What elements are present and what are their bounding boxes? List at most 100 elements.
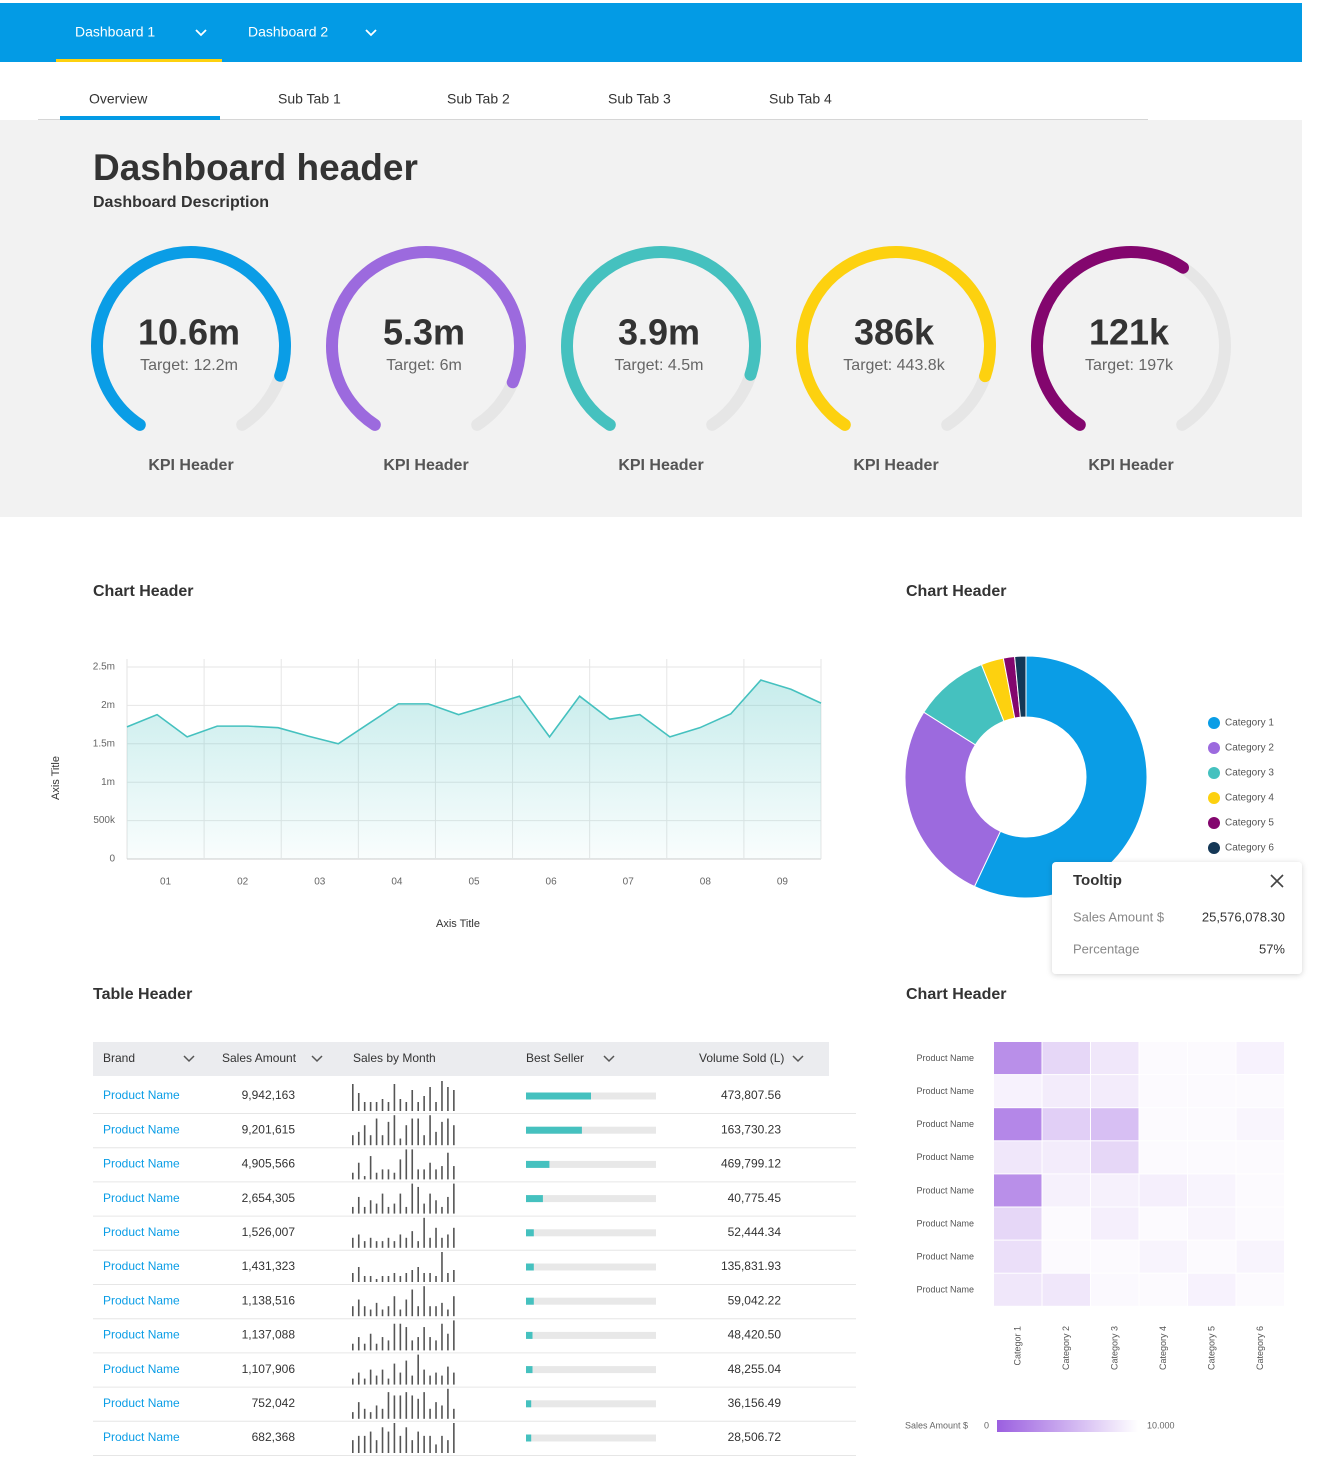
- active-tab-indicator: [56, 59, 222, 62]
- heatmap-cell[interactable]: [994, 1141, 1042, 1174]
- heatmap-cell[interactable]: [1042, 1174, 1091, 1207]
- heatmap-cell[interactable]: [1042, 1042, 1091, 1075]
- sparkline-bar: [363, 1408, 366, 1419]
- heatmap-cell[interactable]: [994, 1075, 1042, 1108]
- heatmap-cell[interactable]: [1139, 1273, 1188, 1306]
- heatmap-cell[interactable]: [994, 1273, 1042, 1306]
- sparkline-bar: [357, 1402, 360, 1419]
- brand-link[interactable]: Product Name: [103, 1328, 180, 1342]
- brand-link[interactable]: Product Name: [103, 1259, 180, 1273]
- brand-link[interactable]: Product Name: [103, 1157, 180, 1171]
- heatmap-cell[interactable]: [1042, 1075, 1091, 1108]
- heatmap-cell[interactable]: [1042, 1207, 1091, 1240]
- heatmap-cell[interactable]: [1042, 1273, 1091, 1306]
- sparkline-bar: [369, 1135, 372, 1146]
- brand-link[interactable]: Product Name: [103, 1122, 180, 1136]
- donut-slice[interactable]: [1014, 655, 1027, 718]
- heatmap-cell[interactable]: [1091, 1075, 1139, 1108]
- kpi-value: 386k: [854, 312, 935, 353]
- sparkline-bar: [441, 1323, 443, 1351]
- tooltip-close[interactable]: [1270, 874, 1284, 888]
- tab-dropdown-chevron[interactable]: [365, 29, 377, 37]
- heatmap-cell[interactable]: [1236, 1273, 1285, 1306]
- sparkline-bar: [405, 1392, 408, 1419]
- sub-tab[interactable]: Sub Tab 1: [278, 91, 341, 107]
- sub-tab[interactable]: Sub Tab 4: [769, 91, 832, 107]
- heatmap-cell[interactable]: [994, 1240, 1042, 1273]
- heatmap-cell[interactable]: [1188, 1141, 1236, 1174]
- heatmap-cell[interactable]: [1188, 1042, 1236, 1075]
- brand-link[interactable]: Product Name: [103, 1396, 180, 1410]
- sparkline-bar: [423, 1369, 425, 1385]
- sort-chevron[interactable]: [603, 1055, 615, 1063]
- heatmap-cell[interactable]: [1042, 1141, 1091, 1174]
- heatmap-cell[interactable]: [1042, 1108, 1091, 1141]
- heatmap-cell[interactable]: [1139, 1075, 1188, 1108]
- heatmap-cell[interactable]: [1091, 1207, 1139, 1240]
- nav-tab[interactable]: Dashboard 2: [248, 24, 328, 40]
- column-header[interactable]: Sales Amount: [222, 1051, 297, 1065]
- sparkline-bar: [429, 1408, 431, 1419]
- kpi-target: Target: 6m: [386, 357, 462, 374]
- heatmap-cell[interactable]: [1236, 1240, 1285, 1273]
- sub-tab[interactable]: Overview: [89, 91, 148, 107]
- column-header[interactable]: Volume Sold (L): [699, 1051, 784, 1065]
- brand-link[interactable]: Product Name: [103, 1191, 180, 1205]
- heatmap-cell[interactable]: [1188, 1075, 1236, 1108]
- column-header[interactable]: Sales by Month: [353, 1051, 436, 1065]
- heatmap-cell[interactable]: [1188, 1108, 1236, 1141]
- heatmap-cell[interactable]: [994, 1207, 1042, 1240]
- heatmap-cell[interactable]: [1139, 1207, 1188, 1240]
- donut-slice[interactable]: [904, 711, 1002, 888]
- sort-chevron[interactable]: [183, 1055, 195, 1063]
- heatmap-cell[interactable]: [1091, 1240, 1139, 1273]
- sub-tab[interactable]: Sub Tab 2: [447, 91, 510, 107]
- sparkline-bar: [387, 1340, 390, 1351]
- sort-chevron[interactable]: [311, 1055, 323, 1063]
- heatmap-cell[interactable]: [1091, 1141, 1139, 1174]
- heatmap-cell[interactable]: [1188, 1207, 1236, 1240]
- sales-amount: 752,042: [252, 1396, 296, 1410]
- x-tick-label: 02: [237, 877, 249, 888]
- heatmap-cell[interactable]: [994, 1174, 1042, 1207]
- heatmap-cell[interactable]: [994, 1108, 1042, 1141]
- sub-tab[interactable]: Sub Tab 3: [608, 91, 671, 107]
- heatmap-cell[interactable]: [1139, 1240, 1188, 1273]
- tab-dropdown-chevron[interactable]: [195, 29, 207, 37]
- heatmap-cell[interactable]: [1236, 1042, 1285, 1075]
- best-seller-bar: [526, 1297, 534, 1305]
- heatmap-cell[interactable]: [1236, 1141, 1285, 1174]
- heatmap-cell[interactable]: [1139, 1174, 1188, 1207]
- nav-tab[interactable]: Dashboard 1: [75, 24, 155, 40]
- heatmap-cell[interactable]: [1091, 1273, 1139, 1306]
- column-header[interactable]: Brand: [103, 1051, 135, 1065]
- heatmap-cell[interactable]: [1236, 1174, 1285, 1207]
- brand-link[interactable]: Product Name: [103, 1225, 180, 1239]
- heatmap-cell[interactable]: [1236, 1075, 1285, 1108]
- sort-chevron[interactable]: [792, 1055, 804, 1063]
- heatmap-cell[interactable]: [1091, 1042, 1139, 1075]
- heatmap-cell[interactable]: [1188, 1273, 1236, 1306]
- heatmap-cell[interactable]: [1042, 1240, 1091, 1273]
- x-tick-label: 08: [700, 877, 712, 888]
- donut-slice[interactable]: [973, 655, 1148, 899]
- brand-link[interactable]: Product Name: [103, 1293, 180, 1307]
- best-seller-track: [526, 1195, 656, 1203]
- heatmap-cell[interactable]: [1139, 1042, 1188, 1075]
- brand-link[interactable]: Product Name: [103, 1088, 180, 1102]
- heatmap-cell[interactable]: [994, 1042, 1042, 1075]
- sparkline-bar: [423, 1327, 425, 1351]
- heatmap-cell[interactable]: [1236, 1108, 1285, 1141]
- brand-link[interactable]: Product Name: [103, 1430, 180, 1444]
- heatmap-cell[interactable]: [1188, 1240, 1236, 1273]
- heatmap-cell[interactable]: [1139, 1141, 1188, 1174]
- heatmap-cell[interactable]: [1188, 1174, 1236, 1207]
- column-header[interactable]: Best Seller: [526, 1051, 584, 1065]
- heatmap-cell[interactable]: [1236, 1207, 1285, 1240]
- heatmap-cell[interactable]: [1139, 1108, 1188, 1141]
- heatmap-cell[interactable]: [1091, 1174, 1139, 1207]
- sparkline-bar: [381, 1337, 384, 1351]
- brand-link[interactable]: Product Name: [103, 1362, 180, 1376]
- heatmap-cell[interactable]: [1091, 1108, 1139, 1141]
- sparkline-bar: [375, 1375, 378, 1385]
